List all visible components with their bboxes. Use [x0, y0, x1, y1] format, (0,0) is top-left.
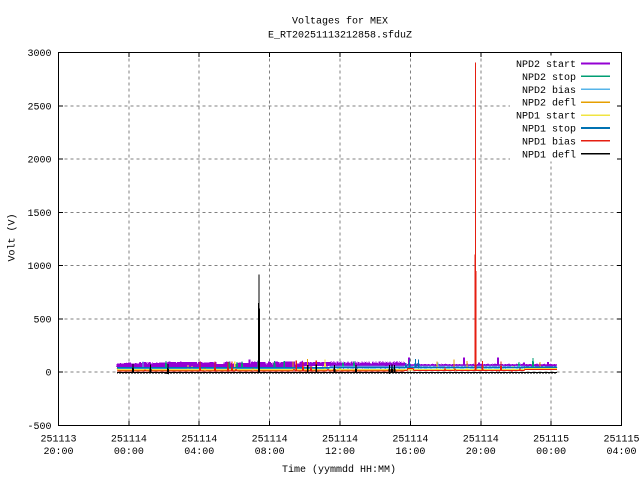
- svg-text:251114: 251114: [463, 434, 499, 445]
- svg-text:NPD1 stop: NPD1 stop: [522, 125, 576, 136]
- svg-text:NPD2 defl: NPD2 defl: [522, 98, 576, 110]
- svg-text:251115: 251115: [603, 434, 639, 445]
- svg-text:NPD2 stop: NPD2 stop: [522, 73, 576, 84]
- svg-text:500: 500: [33, 315, 51, 326]
- svg-text:251114: 251114: [181, 434, 217, 445]
- svg-text:E_RT20251113212858.sfduZ: E_RT20251113212858.sfduZ: [268, 30, 412, 42]
- svg-text:251114: 251114: [252, 434, 288, 445]
- svg-text:NPD1 start: NPD1 start: [516, 112, 576, 123]
- svg-text:251114: 251114: [322, 434, 358, 445]
- svg-text:3000: 3000: [27, 49, 51, 60]
- svg-text:2500: 2500: [27, 102, 51, 113]
- svg-text:Voltages for MEX: Voltages for MEX: [292, 16, 388, 28]
- svg-text:04:00: 04:00: [606, 447, 636, 458]
- svg-text:00:00: 00:00: [114, 447, 144, 458]
- svg-text:2000: 2000: [27, 156, 51, 167]
- svg-text:251114: 251114: [111, 434, 147, 445]
- svg-text:20:00: 20:00: [466, 447, 496, 458]
- svg-text:NPD1 bias: NPD1 bias: [522, 136, 576, 148]
- svg-text:NPD1 defl: NPD1 defl: [522, 149, 576, 161]
- svg-text:NPD2 bias: NPD2 bias: [522, 85, 576, 97]
- svg-text:16:00: 16:00: [395, 447, 425, 458]
- svg-text:251115: 251115: [533, 434, 569, 445]
- svg-text:12:00: 12:00: [325, 447, 355, 458]
- svg-text:Time (yymmdd HH:MM): Time (yymmdd HH:MM): [282, 464, 396, 476]
- svg-text:20:00: 20:00: [43, 447, 73, 458]
- svg-text:NPD2 start: NPD2 start: [516, 60, 576, 71]
- svg-text:-500: -500: [27, 422, 51, 433]
- svg-text:Volt (V): Volt (V): [7, 213, 19, 261]
- svg-text:251114: 251114: [392, 434, 428, 445]
- svg-text:1000: 1000: [27, 262, 51, 273]
- svg-text:1500: 1500: [27, 209, 51, 220]
- svg-text:04:00: 04:00: [184, 447, 214, 458]
- svg-text:00:00: 00:00: [536, 447, 566, 458]
- svg-text:08:00: 08:00: [255, 447, 285, 458]
- svg-text:251113: 251113: [40, 434, 76, 445]
- svg-text:0: 0: [45, 369, 51, 380]
